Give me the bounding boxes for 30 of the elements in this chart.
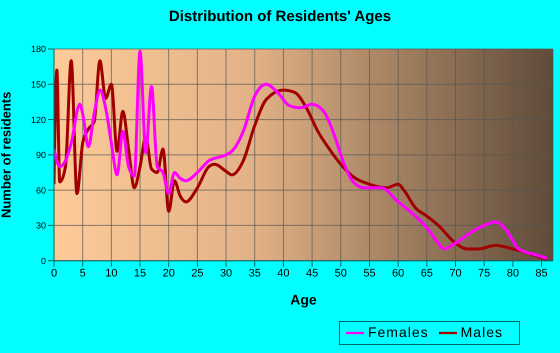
chart-title: Distribution of Residents' Ages	[168, 8, 392, 25]
legend-label: Females	[368, 324, 429, 340]
y-tick-label: 60	[36, 185, 46, 196]
x-tick-label: 50	[334, 268, 347, 280]
x-tick-label: 35	[248, 268, 261, 280]
x-tick-label: 85	[535, 268, 548, 280]
legend-label: Males	[460, 324, 503, 340]
y-tick-label: 150	[30, 79, 46, 90]
x-tick-label: 15	[134, 268, 146, 280]
x-axis-title: Age	[290, 292, 317, 308]
y-tick-label: 30	[36, 220, 46, 231]
x-tick-label: 55	[363, 268, 376, 280]
x-tick-label: 25	[191, 268, 204, 280]
x-tick-label: 65	[420, 268, 433, 280]
x-tick-label: 5	[80, 268, 86, 280]
x-tick-label: 60	[392, 268, 404, 280]
y-tick-label: 0	[40, 256, 46, 266]
x-tick-label: 45	[306, 268, 318, 280]
y-tick-label: 90	[36, 150, 46, 160]
x-tick-label: 80	[506, 268, 519, 280]
x-tick-label: 40	[277, 268, 290, 280]
y-tick-label: 120	[30, 114, 46, 125]
x-tick-label: 30	[220, 268, 232, 280]
x-tick-label: 20	[162, 268, 175, 280]
y-tick-label: 180	[30, 44, 46, 54]
y-axis-title: Number of residents	[0, 92, 14, 218]
x-tick-label: 0	[50, 268, 58, 280]
x-tick-label: 75	[478, 268, 490, 280]
x-tick-label: 70	[449, 268, 462, 280]
x-tick-label: 10	[105, 268, 118, 280]
